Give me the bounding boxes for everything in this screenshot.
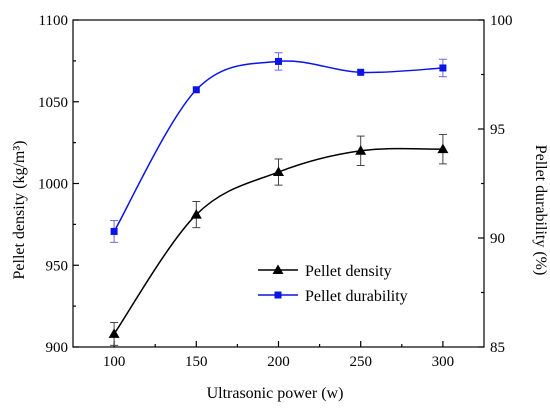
durability-curve [113,60,443,232]
density-point [355,145,367,155]
legend-label-density: Pellet density [305,263,392,280]
legend-marker-triangle [272,264,284,274]
density-point [190,209,202,219]
right-tick-label: 95 [490,122,505,138]
density-point [108,328,120,338]
left-tick-label: 950 [46,258,69,274]
durability-point [275,57,282,65]
right-y-axis-title: Pellet durability (%) [532,145,549,276]
fitted-curves [113,60,443,335]
legend-label-durability: Pellet durability [305,288,408,305]
right-tick-label: 85 [490,340,505,356]
right-y-axis-ticks: 85 90 95 100 [478,13,513,356]
right-tick-label: 90 [490,231,505,247]
x-tick-label: 150 [185,354,208,370]
x-tick-label: 200 [267,354,290,370]
x-tick-label: 250 [349,354,372,370]
density-point [273,166,284,177]
x-tick-label: 300 [432,354,455,370]
x-axis-ticks: 100 150 200 250 300 [103,341,454,370]
legend-marker-square [274,291,282,299]
durability-point [192,86,200,94]
legend: Pellet density Pellet durability [258,263,408,305]
left-y-axis-title: Pellet density (kg/m³) [11,141,28,280]
data-markers [108,57,449,338]
left-tick-label: 1000 [38,177,68,193]
durability-point [357,68,365,76]
error-bars [110,52,447,346]
left-y-axis-ticks: 900 950 1000 1050 1100 [38,13,79,356]
x-tick-label: 100 [103,354,126,370]
x-axis-title: Ultrasonic power (w) [207,385,344,402]
density-curve [113,147,443,335]
density-point [437,143,449,154]
durability-point [110,227,118,235]
right-tick-label: 100 [490,13,513,29]
left-tick-label: 1050 [38,95,68,111]
durability-point [439,64,447,72]
left-tick-label: 1100 [39,13,68,29]
left-tick-label: 900 [46,340,69,356]
